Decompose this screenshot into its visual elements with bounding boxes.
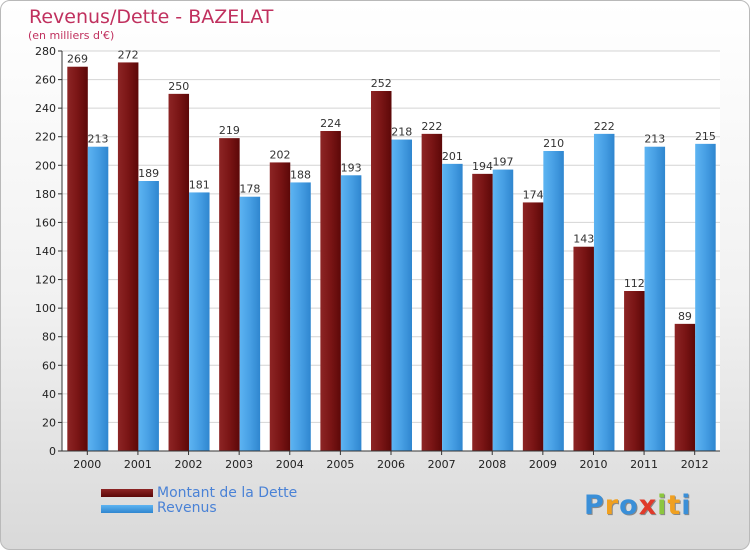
data-label: 194 xyxy=(472,160,493,173)
y-tick-label: 160 xyxy=(35,216,56,229)
legend-label-revenus: Revenus xyxy=(157,500,217,516)
debt-bar xyxy=(320,131,341,451)
data-label: 174 xyxy=(523,188,544,201)
x-tick-label: 2001 xyxy=(124,458,152,471)
data-label: 272 xyxy=(118,48,139,61)
debt-bar xyxy=(168,93,190,451)
data-label: 224 xyxy=(320,117,341,130)
x-tick-label: 2009 xyxy=(529,458,557,471)
proxiti-logo: Proxiti xyxy=(584,490,692,521)
x-tick-label: 2012 xyxy=(681,458,709,471)
data-label: 181 xyxy=(189,178,210,191)
revenus-bar xyxy=(442,163,463,451)
x-tick-label: 2000 xyxy=(73,458,101,471)
data-label: 215 xyxy=(695,130,716,143)
y-tick-label: 140 xyxy=(35,245,56,258)
data-label: 269 xyxy=(67,53,88,66)
legend-label-debt: Montant de la Dette xyxy=(157,485,298,501)
revenus-bar xyxy=(340,175,362,452)
x-tick-label: 2010 xyxy=(579,458,607,471)
revenus-bar xyxy=(543,151,564,451)
bars xyxy=(67,62,716,452)
revenus-bar xyxy=(644,146,666,451)
axes: 0 20 40 60 80 100 120 140 160 180 200 220 240 260 280 2… xyxy=(35,45,720,471)
x-tick-label: 2008 xyxy=(478,458,506,471)
debt-bar xyxy=(371,91,392,451)
y-tick-label: 0 xyxy=(49,445,56,458)
y-tick-label: 200 xyxy=(35,159,56,172)
data-label: 222 xyxy=(421,120,442,133)
y-tick-label: 100 xyxy=(35,302,56,315)
revenus-bar xyxy=(290,182,311,451)
x-tick-label: 2005 xyxy=(326,458,354,471)
y-tick-label: 60 xyxy=(42,359,56,372)
y-tick-label: 260 xyxy=(35,74,56,87)
data-label: 219 xyxy=(219,124,240,137)
x-tick-label: 2002 xyxy=(175,458,203,471)
y-tick-label: 220 xyxy=(35,131,56,144)
y-tick-label: 180 xyxy=(35,188,56,201)
chart-subtitle: (en milliers d'€) xyxy=(28,29,115,42)
data-label: 89 xyxy=(678,310,692,323)
data-label: 252 xyxy=(371,77,392,90)
revenus-bar xyxy=(695,143,716,451)
revenus-bar xyxy=(492,169,514,452)
x-tick-label: 2006 xyxy=(377,458,405,471)
y-tick-label: 120 xyxy=(35,274,56,287)
data-label: 143 xyxy=(573,233,594,246)
chart-title: Revenus/Dette - BAZELAT xyxy=(29,6,274,28)
data-label: 188 xyxy=(290,168,311,181)
revenus-bar xyxy=(239,196,261,451)
debt-bar xyxy=(472,173,493,451)
revenus-bar xyxy=(391,139,412,452)
y-tick-label: 20 xyxy=(42,416,56,429)
revenus-bar xyxy=(87,146,109,451)
debt-bar xyxy=(421,133,443,451)
x-tick-label: 2011 xyxy=(630,458,658,471)
debt-bar xyxy=(269,162,291,451)
debt-bar xyxy=(117,62,139,452)
data-label: 201 xyxy=(442,150,463,163)
revenus-bar xyxy=(593,133,615,451)
data-label: 189 xyxy=(138,167,159,180)
x-tick-label: 2007 xyxy=(428,458,456,471)
debt-bar xyxy=(624,291,645,451)
revenus-bar xyxy=(138,181,159,451)
x-tick-label: 2003 xyxy=(225,458,253,471)
legend-swatch-debt xyxy=(101,489,153,497)
y-tick-label: 280 xyxy=(35,45,56,58)
data-label: 197 xyxy=(492,156,513,169)
data-label: 210 xyxy=(543,137,564,150)
labels: 269 213 272 189 250 181 219 178 202 188 224 193 252 2… xyxy=(67,48,716,322)
y-tick-label: 40 xyxy=(42,388,56,401)
debt-bar xyxy=(219,138,240,451)
data-label: 193 xyxy=(341,161,362,174)
data-label: 213 xyxy=(644,133,665,146)
data-label: 218 xyxy=(391,126,412,139)
data-label: 250 xyxy=(168,80,189,93)
legend-swatch-revenus xyxy=(101,505,153,513)
revenus-bar xyxy=(189,192,210,451)
y-tick-label: 80 xyxy=(42,331,56,344)
data-label: 202 xyxy=(270,148,291,161)
data-label: 213 xyxy=(88,133,109,146)
data-label: 178 xyxy=(239,183,260,196)
y-tick-label: 240 xyxy=(35,102,56,115)
debt-bar xyxy=(67,66,88,451)
data-label: 222 xyxy=(594,120,615,133)
debt-bar xyxy=(522,202,544,451)
data-label: 112 xyxy=(624,277,645,290)
debt-bar xyxy=(674,323,696,451)
x-tick-label: 2004 xyxy=(276,458,304,471)
debt-bar xyxy=(573,246,594,451)
